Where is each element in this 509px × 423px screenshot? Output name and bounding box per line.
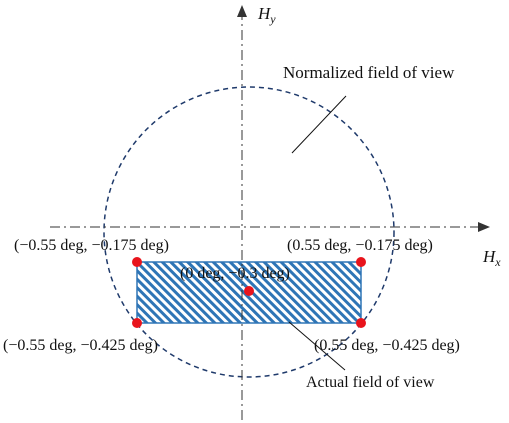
point-top-left <box>132 257 142 267</box>
y-axis-label: Hy <box>257 4 276 26</box>
x-axis-label: Hx <box>482 247 501 269</box>
normalized-fov-label: Normalized field of view <box>283 63 455 82</box>
normalized-fov-leader <box>291 95 347 154</box>
coord-label-bottom-right: (0.55 deg, −0.425 deg) <box>314 337 460 354</box>
normalized-fov-circle <box>103 86 395 378</box>
point-top-right <box>356 257 366 267</box>
actual-fov-leader <box>288 321 346 371</box>
actual-fov-label: Actual field of view <box>306 374 435 391</box>
coord-label-top-left: (−0.55 deg, −0.175 deg) <box>14 237 169 254</box>
point-center <box>244 286 254 296</box>
coord-label-bottom-left: (−0.55 deg, −0.425 deg) <box>3 337 158 354</box>
point-bottom-left <box>132 318 142 328</box>
coord-label-top-right: (0.55 deg, −0.175 deg) <box>287 237 433 254</box>
point-bottom-right <box>356 318 366 328</box>
coord-label-center: (0 deg, −0.3 deg) <box>180 265 290 282</box>
